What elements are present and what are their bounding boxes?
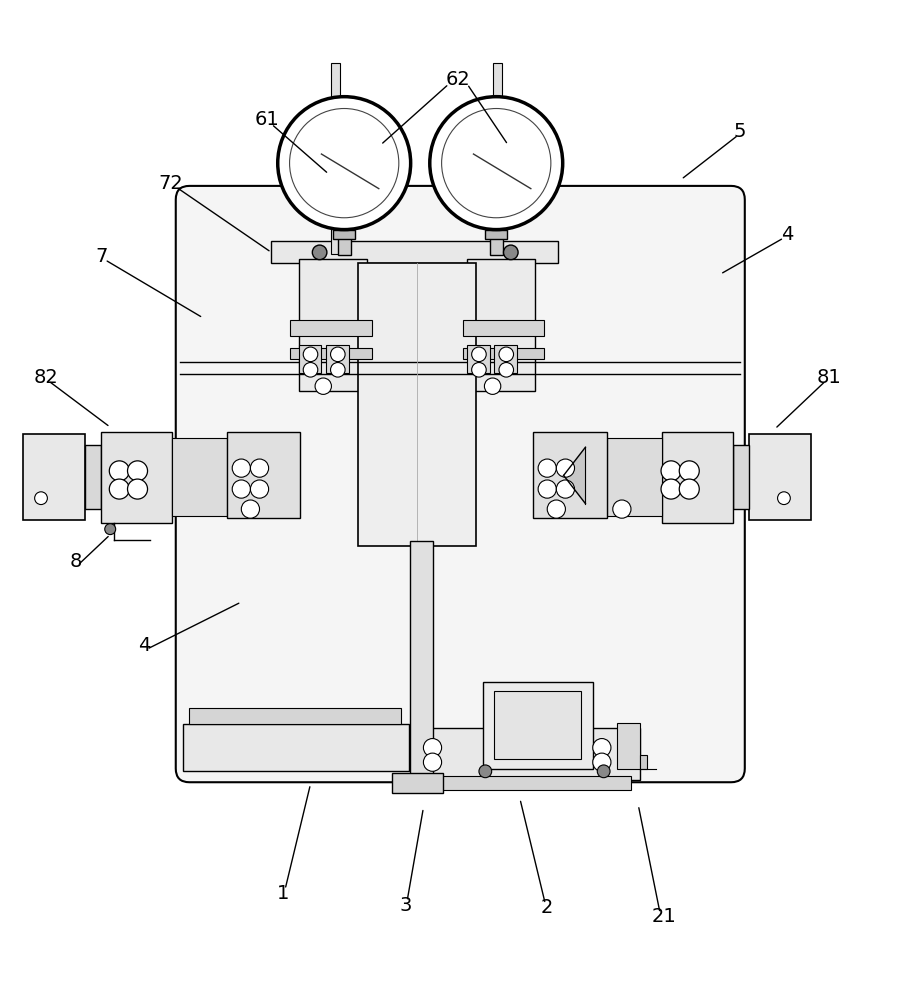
Circle shape xyxy=(278,97,410,230)
Bar xyxy=(392,773,442,793)
Text: 62: 62 xyxy=(445,70,471,89)
Text: 2: 2 xyxy=(541,898,553,917)
Circle shape xyxy=(303,347,318,362)
Bar xyxy=(749,434,812,520)
Circle shape xyxy=(312,245,327,260)
Bar xyxy=(733,445,749,509)
Circle shape xyxy=(479,765,492,778)
Circle shape xyxy=(593,753,611,771)
Circle shape xyxy=(423,739,442,757)
Circle shape xyxy=(613,500,631,518)
Circle shape xyxy=(233,480,250,498)
Bar xyxy=(183,724,409,771)
Circle shape xyxy=(423,753,442,771)
Bar xyxy=(617,723,640,769)
Bar xyxy=(490,228,503,255)
Bar xyxy=(484,682,593,769)
Text: 4: 4 xyxy=(781,225,794,244)
Bar xyxy=(172,438,227,516)
Circle shape xyxy=(250,480,268,498)
Circle shape xyxy=(504,245,518,260)
Text: 3: 3 xyxy=(399,896,411,915)
Bar xyxy=(467,259,535,391)
Circle shape xyxy=(127,461,147,481)
Bar xyxy=(84,445,101,509)
Circle shape xyxy=(556,480,574,498)
Text: 81: 81 xyxy=(817,368,842,387)
Text: 82: 82 xyxy=(34,368,59,387)
Circle shape xyxy=(538,459,556,477)
Circle shape xyxy=(556,459,574,477)
Circle shape xyxy=(597,765,610,778)
Circle shape xyxy=(442,109,551,218)
Circle shape xyxy=(109,479,129,499)
Circle shape xyxy=(430,97,562,230)
Bar xyxy=(289,320,372,336)
Bar xyxy=(463,348,544,359)
Circle shape xyxy=(499,363,514,377)
Bar xyxy=(495,345,518,373)
Circle shape xyxy=(250,459,268,477)
Bar xyxy=(271,241,558,263)
Bar xyxy=(299,259,367,391)
Circle shape xyxy=(104,524,115,535)
Circle shape xyxy=(472,363,486,377)
Bar xyxy=(533,432,607,518)
Bar xyxy=(338,228,351,255)
Bar xyxy=(333,230,355,239)
Circle shape xyxy=(331,363,345,377)
Circle shape xyxy=(127,479,147,499)
Text: 7: 7 xyxy=(95,247,107,266)
Bar xyxy=(495,691,581,759)
Circle shape xyxy=(778,492,791,505)
Circle shape xyxy=(289,109,398,218)
Bar xyxy=(289,348,372,359)
Bar xyxy=(23,434,84,520)
Circle shape xyxy=(472,347,486,362)
Bar xyxy=(190,708,400,724)
Text: 21: 21 xyxy=(651,907,676,926)
Text: 61: 61 xyxy=(255,110,279,129)
Text: 5: 5 xyxy=(734,122,747,141)
Bar xyxy=(662,432,733,523)
Circle shape xyxy=(241,500,259,518)
Bar xyxy=(299,345,322,373)
Text: 4: 4 xyxy=(137,636,150,655)
Bar xyxy=(326,345,349,373)
Circle shape xyxy=(661,461,682,481)
Bar xyxy=(467,345,490,373)
Polygon shape xyxy=(563,447,585,504)
Circle shape xyxy=(315,378,332,394)
Bar xyxy=(493,63,502,254)
Circle shape xyxy=(485,378,501,394)
Bar xyxy=(409,541,432,778)
Circle shape xyxy=(661,479,682,499)
Circle shape xyxy=(547,500,565,518)
Circle shape xyxy=(303,363,318,377)
Circle shape xyxy=(35,492,48,505)
Bar xyxy=(358,263,476,546)
Circle shape xyxy=(680,461,699,481)
Text: 72: 72 xyxy=(158,174,183,193)
Bar xyxy=(640,755,648,769)
Circle shape xyxy=(499,347,514,362)
Text: 8: 8 xyxy=(70,552,82,571)
Bar xyxy=(423,776,631,790)
Bar xyxy=(485,230,507,239)
FancyBboxPatch shape xyxy=(176,186,745,782)
Circle shape xyxy=(331,347,345,362)
Bar xyxy=(463,320,544,336)
Bar xyxy=(414,728,640,780)
Bar xyxy=(331,63,340,254)
Bar xyxy=(227,432,300,518)
Circle shape xyxy=(680,479,699,499)
Circle shape xyxy=(593,739,611,757)
Circle shape xyxy=(109,461,129,481)
Bar xyxy=(607,438,662,516)
Circle shape xyxy=(233,459,250,477)
Bar xyxy=(101,432,172,523)
Circle shape xyxy=(538,480,556,498)
Text: 1: 1 xyxy=(277,884,289,903)
